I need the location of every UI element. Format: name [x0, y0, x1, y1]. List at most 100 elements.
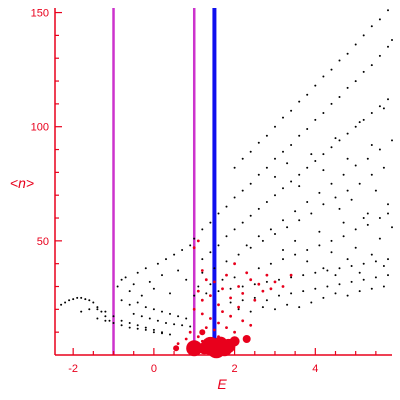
- data-point-black: [128, 303, 131, 306]
- data-point-black: [241, 221, 244, 224]
- data-point-black: [362, 70, 365, 73]
- data-point-black: [314, 287, 317, 290]
- data-point-black: [225, 260, 228, 263]
- data-point-black: [241, 157, 244, 160]
- data-point-black: [128, 290, 131, 293]
- data-point-black: [274, 125, 276, 128]
- data-point-black: [310, 153, 313, 156]
- data-point-black: [298, 100, 301, 103]
- data-point-black: [104, 310, 107, 313]
- data-point-black: [362, 118, 365, 121]
- data-point-black: [265, 201, 268, 203]
- data-point-black: [350, 265, 353, 267]
- data-point-black: [120, 324, 123, 327]
- data-point-black: [334, 196, 337, 199]
- y-tick-label: 50: [37, 236, 49, 248]
- data-point-black: [205, 292, 208, 295]
- data-point-black: [374, 260, 377, 263]
- data-point-black: [354, 125, 357, 128]
- data-point-black: [298, 173, 301, 176]
- data-point-black: [96, 317, 99, 320]
- data-point-black: [96, 306, 99, 309]
- data-point-black: [88, 308, 91, 311]
- data-point-red: [269, 287, 273, 291]
- data-point-black: [362, 278, 365, 281]
- data-point-black: [278, 278, 280, 281]
- data-point-black: [294, 210, 297, 213]
- data-point-black: [245, 244, 248, 247]
- data-point-black: [314, 118, 317, 121]
- data-point-black: [185, 317, 188, 320]
- data-point-black: [346, 189, 349, 192]
- data-point-red: [249, 323, 253, 327]
- data-point-black: [350, 198, 353, 201]
- data-point-black: [152, 308, 155, 311]
- data-point-red: [209, 294, 212, 297]
- data-point-black: [253, 283, 256, 286]
- data-point-black: [322, 203, 325, 206]
- data-point-black: [104, 315, 107, 318]
- data-point-black: [257, 267, 260, 270]
- data-point-black: [249, 246, 252, 249]
- data-point-black: [318, 230, 321, 233]
- data-point-black: [354, 43, 357, 46]
- data-point-black: [354, 164, 357, 167]
- data-point-red: [196, 239, 200, 243]
- data-point-black: [322, 267, 325, 270]
- data-point-black: [165, 258, 167, 261]
- data-point-black: [185, 278, 188, 281]
- data-point-red: [188, 330, 192, 334]
- data-point-red: [225, 273, 228, 277]
- large-point-red: [173, 345, 180, 352]
- data-point-black: [378, 217, 381, 219]
- data-point-black: [387, 258, 389, 261]
- data-point-black: [290, 144, 293, 146]
- data-point-black: [148, 317, 151, 320]
- vertical-lines: [112, 8, 217, 355]
- data-point-black: [342, 173, 345, 176]
- data-point-black: [370, 144, 373, 146]
- data-point-black: [64, 301, 67, 304]
- data-point-black: [132, 283, 135, 286]
- data-point-black: [354, 228, 357, 231]
- data-point-black: [298, 134, 301, 137]
- data-point-black: [374, 276, 377, 279]
- data-point-black: [370, 173, 373, 176]
- data-point-black: [286, 226, 289, 229]
- data-point-black: [302, 274, 305, 277]
- data-points: [60, 9, 393, 359]
- data-point-red: [241, 319, 245, 323]
- data-point-black: [338, 96, 341, 98]
- data-point-black: [201, 228, 204, 231]
- data-point-red: [233, 262, 237, 266]
- data-point-black: [370, 112, 373, 114]
- data-point-black: [193, 237, 196, 240]
- data-point-black: [290, 292, 293, 295]
- data-point-black: [342, 235, 345, 238]
- data-point-black: [346, 157, 349, 160]
- data-point-red: [196, 335, 200, 339]
- data-point-black: [298, 306, 301, 309]
- data-point-red: [200, 312, 204, 316]
- data-point-red: [265, 273, 269, 277]
- data-point-black: [282, 258, 284, 261]
- data-point-black: [314, 271, 317, 274]
- data-point-black: [370, 64, 373, 67]
- data-point-black: [237, 308, 240, 311]
- data-point-black: [358, 121, 361, 124]
- data-point-black: [209, 221, 212, 224]
- data-point-red: [204, 326, 208, 329]
- data-point-black: [318, 244, 321, 247]
- data-point-black: [322, 296, 325, 299]
- data-point-black: [233, 276, 236, 279]
- data-point-black: [201, 258, 204, 261]
- data-point-black: [294, 253, 297, 256]
- data-point-black: [382, 166, 385, 169]
- data-point-red: [200, 269, 204, 272]
- data-point-black: [274, 157, 276, 160]
- data-point-black: [80, 296, 83, 299]
- data-point-black: [306, 201, 309, 203]
- data-point-red: [221, 287, 224, 291]
- data-point-black: [257, 173, 260, 176]
- data-point-black: [152, 287, 155, 290]
